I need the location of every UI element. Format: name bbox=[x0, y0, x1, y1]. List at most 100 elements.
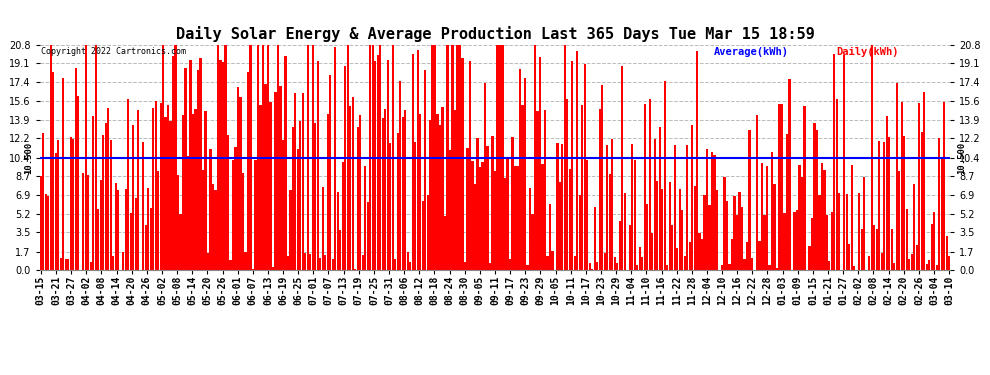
Bar bbox=[54, 153, 57, 270]
Bar bbox=[242, 172, 245, 270]
Bar bbox=[77, 96, 79, 270]
Bar bbox=[259, 105, 261, 270]
Bar bbox=[666, 265, 668, 270]
Bar bbox=[522, 105, 524, 270]
Bar bbox=[210, 149, 212, 270]
Bar bbox=[731, 239, 734, 270]
Bar bbox=[399, 81, 401, 270]
Bar bbox=[419, 114, 422, 270]
Bar bbox=[169, 121, 171, 270]
Bar bbox=[501, 45, 504, 270]
Bar bbox=[860, 229, 863, 270]
Bar bbox=[893, 262, 895, 270]
Bar bbox=[724, 177, 726, 270]
Bar bbox=[948, 256, 950, 270]
Bar bbox=[297, 149, 299, 270]
Text: Daily(kWh): Daily(kWh) bbox=[837, 47, 899, 57]
Bar bbox=[606, 145, 609, 270]
Bar bbox=[274, 92, 276, 270]
Bar bbox=[512, 137, 514, 270]
Bar bbox=[50, 45, 51, 270]
Bar bbox=[469, 61, 471, 270]
Bar bbox=[836, 99, 838, 270]
Text: 10.500: 10.500 bbox=[956, 141, 966, 174]
Bar bbox=[43, 133, 45, 270]
Bar bbox=[122, 252, 125, 270]
Bar bbox=[696, 51, 698, 270]
Bar bbox=[225, 45, 227, 270]
Bar bbox=[853, 266, 855, 270]
Bar bbox=[786, 134, 788, 270]
Bar bbox=[342, 162, 344, 270]
Bar bbox=[601, 85, 604, 270]
Bar bbox=[699, 233, 701, 270]
Bar bbox=[337, 192, 339, 270]
Bar bbox=[142, 142, 145, 270]
Bar bbox=[364, 166, 366, 270]
Bar bbox=[826, 215, 828, 270]
Bar bbox=[758, 241, 760, 270]
Bar bbox=[67, 259, 69, 270]
Bar bbox=[519, 69, 521, 270]
Bar bbox=[256, 45, 259, 270]
Bar bbox=[356, 127, 359, 270]
Bar bbox=[771, 152, 773, 270]
Bar bbox=[461, 58, 463, 270]
Bar bbox=[878, 141, 880, 270]
Bar bbox=[668, 182, 671, 270]
Bar bbox=[750, 258, 753, 270]
Bar bbox=[125, 189, 127, 270]
Bar bbox=[404, 110, 406, 270]
Bar bbox=[873, 225, 875, 270]
Bar bbox=[584, 64, 586, 270]
Bar bbox=[307, 45, 309, 270]
Bar bbox=[741, 207, 743, 270]
Bar bbox=[254, 160, 256, 270]
Bar bbox=[192, 114, 194, 270]
Bar bbox=[197, 70, 199, 270]
Bar bbox=[813, 123, 816, 270]
Bar bbox=[783, 213, 786, 270]
Bar bbox=[945, 236, 947, 270]
Bar bbox=[327, 114, 329, 270]
Bar bbox=[432, 45, 434, 270]
Bar bbox=[916, 246, 918, 270]
Bar bbox=[154, 101, 156, 270]
Bar bbox=[402, 117, 404, 270]
Bar bbox=[264, 84, 266, 270]
Bar bbox=[509, 259, 511, 270]
Bar bbox=[939, 138, 940, 270]
Bar bbox=[881, 253, 883, 270]
Bar bbox=[673, 145, 676, 270]
Bar bbox=[444, 216, 446, 270]
Bar bbox=[95, 45, 97, 270]
Bar bbox=[599, 109, 601, 270]
Bar bbox=[407, 252, 409, 270]
Bar bbox=[220, 60, 222, 270]
Bar bbox=[429, 120, 432, 270]
Bar bbox=[624, 193, 626, 270]
Bar bbox=[279, 86, 281, 270]
Bar bbox=[734, 195, 736, 270]
Bar bbox=[459, 45, 461, 270]
Bar bbox=[117, 190, 120, 270]
Bar bbox=[187, 156, 189, 270]
Bar bbox=[332, 259, 334, 270]
Bar bbox=[691, 125, 693, 270]
Bar bbox=[179, 214, 182, 270]
Bar bbox=[304, 254, 307, 270]
Bar bbox=[524, 78, 526, 270]
Bar bbox=[379, 45, 381, 270]
Bar bbox=[537, 111, 539, 270]
Bar bbox=[663, 81, 666, 270]
Bar bbox=[149, 209, 151, 270]
Bar bbox=[359, 115, 361, 270]
Bar bbox=[656, 182, 658, 270]
Bar bbox=[476, 138, 478, 270]
Bar bbox=[776, 268, 778, 270]
Bar bbox=[434, 45, 437, 270]
Bar bbox=[157, 171, 159, 270]
Bar bbox=[637, 264, 639, 270]
Text: Copyright 2022 Cartronics.com: Copyright 2022 Cartronics.com bbox=[41, 47, 185, 56]
Bar bbox=[247, 72, 249, 270]
